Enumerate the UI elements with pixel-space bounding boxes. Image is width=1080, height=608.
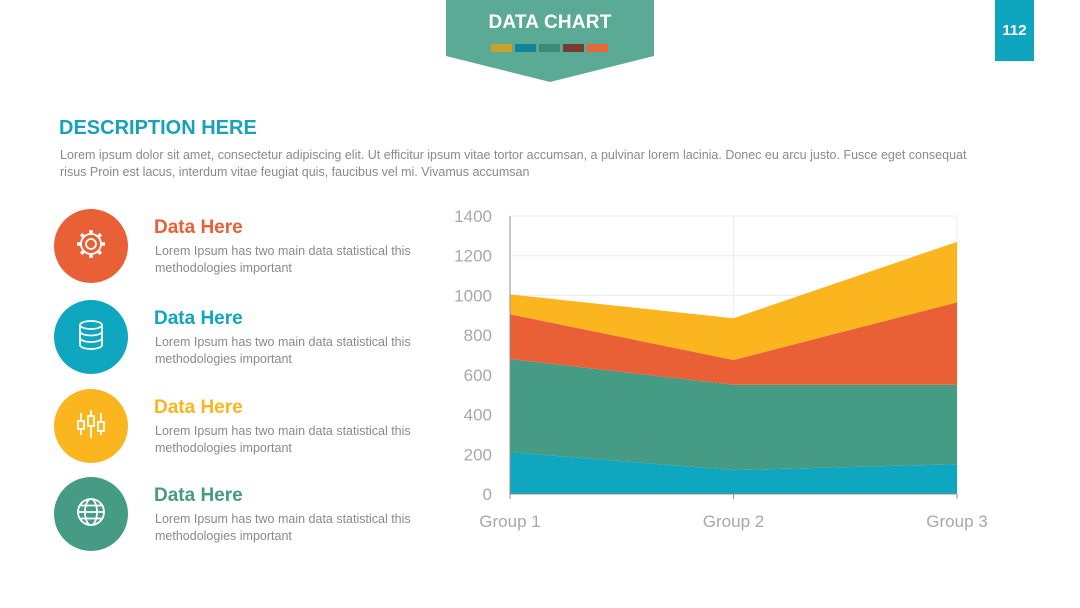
item-title: Data Here (154, 397, 243, 418)
item-text: Lorem Ipsum has two main data statistica… (155, 244, 411, 275)
item-title: Data Here (154, 217, 243, 238)
y-tick-label: 800 (464, 326, 492, 345)
item-circle (54, 300, 128, 374)
item-title: Data Here (154, 485, 243, 506)
x-tick-label: Group 2 (703, 512, 764, 531)
item-text: Lorem Ipsum has two main data statistica… (155, 512, 411, 543)
y-tick-label: 1000 (454, 286, 492, 305)
area-series-2 (510, 358, 957, 471)
item-title: Data Here (154, 308, 243, 329)
area-series-1 (510, 452, 957, 494)
item-circle (54, 389, 128, 463)
y-tick-label: 1400 (454, 207, 492, 226)
header-banner: DATA CHART (446, 0, 654, 82)
description-text: Lorem ipsum dolor sit amet, consectetur … (60, 148, 967, 179)
item-circle (54, 477, 128, 551)
area-series-4 (510, 241, 957, 360)
color-swatches (491, 44, 608, 52)
description-title: DESCRIPTION HERE (59, 117, 257, 139)
page-number: 112 (995, 0, 1034, 61)
x-tick-label: Group 1 (479, 512, 540, 531)
y-tick-label: 0 (483, 485, 492, 504)
sliders-icon (74, 407, 108, 446)
data-item: Data Here Lorem Ipsum has two main data … (54, 300, 424, 376)
stacked-area-chart: 0 200 400 600 800 1000 1200 1400 Group 1 Group 2 G… (454, 207, 988, 531)
data-item: Data Here Lorem Ipsum has two main data … (54, 389, 424, 465)
y-tick-label: 1200 (454, 247, 492, 266)
page-title: DATA CHART (488, 12, 612, 33)
color-swatch (539, 44, 560, 52)
data-item: Data Here Lorem Ipsum has two main data … (54, 477, 424, 553)
item-text: Lorem Ipsum has two main data statistica… (155, 424, 411, 455)
y-tick-label: 600 (464, 366, 492, 385)
color-swatch (491, 44, 512, 52)
y-tick-label: 400 (464, 406, 492, 425)
x-tick-label: Group 3 (926, 512, 987, 531)
item-text: Lorem Ipsum has two main data statistica… (155, 335, 411, 366)
color-swatch (515, 44, 536, 52)
item-circle (54, 209, 128, 283)
gear-icon (74, 227, 108, 266)
color-swatch (563, 44, 584, 52)
color-swatch (587, 44, 608, 52)
y-tick-label: 200 (464, 445, 492, 464)
data-item: Data Here Lorem Ipsum has two main data … (54, 209, 424, 285)
banner-shape (446, 0, 654, 82)
area-series-3 (510, 302, 957, 385)
globe-icon (74, 495, 108, 534)
database-icon (76, 319, 106, 356)
